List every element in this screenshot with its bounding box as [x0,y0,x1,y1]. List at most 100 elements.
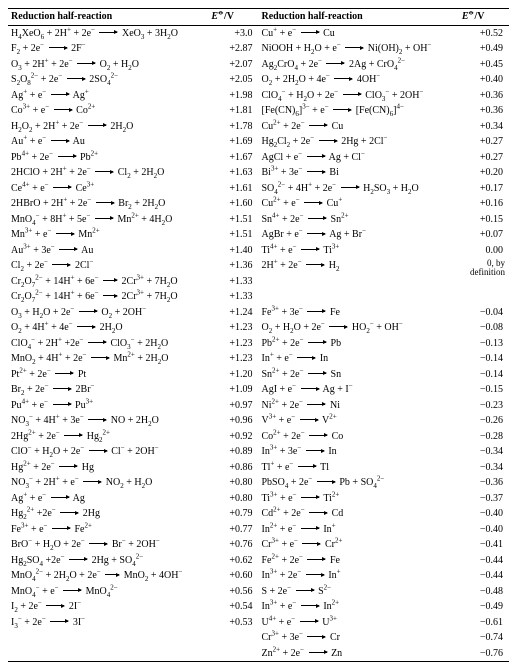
potential-cell: +0.17 [459,181,509,197]
reaction-cell: Au3+ + 3e− Au [8,243,208,259]
potential-cell: +0.53 [208,615,258,631]
potential-cell: −0.26 [459,413,509,429]
potential-cell: +2.07 [208,57,258,73]
potential-cell: +1.23 [208,351,258,367]
potential-cell: +0.60 [208,568,258,584]
reaction-cell: Fe2+ + 2e− Fe [258,553,458,569]
reaction-cell: Au+ + e− Au [8,134,208,150]
reaction-cell: F2 + 2e− 2F− [8,41,208,57]
reaction-cell: Cr2O72− + 14H+ + 6e− 2Cr3+ + 7H2O [8,289,208,305]
reaction-cell: ClO4− + 2H+ +2e− ClO3− + 2H2O [8,336,208,352]
potential-cell: −0.40 [459,522,509,538]
potential-cell: −0.61 [459,615,509,631]
reaction-cell: SO42− + 4H+ + 2e− H2SO3 + H2O [258,181,458,197]
table-row: Au+ + e− Au+1.69Hg2Cl2 + 2e− 2Hg + 2Cl−+… [8,134,509,150]
potential-cell: +0.36 [459,88,509,104]
reaction-cell: PbSO4 + 2e− Pb + SO42− [258,475,458,491]
table-row: Ag+ + e− Ag+0.80Ti3+ + e− Ti2+−0.37 [8,491,509,507]
potential-cell: −0.76 [459,646,509,662]
table-row: Hg2SO4 +2e− 2Hg + SO42−+0.62Fe2+ + 2e− F… [8,553,509,569]
table-row: Hg2+ + 2e− Hg+0.86Tl+ + e− Tl−0.34 [8,460,509,476]
potential-cell: +1.33 [208,289,258,305]
potential-cell: +1.63 [208,165,258,181]
reaction-cell: Cr2O72− + 14H+ + 6e− 2Cr3+ + 7H2O [8,274,208,290]
potential-cell: −0.14 [459,351,509,367]
potential-cell: +1.23 [208,320,258,336]
reaction-cell: S + 2e− S2− [258,584,458,600]
reaction-cell: Hg2SO4 +2e− 2Hg + SO42− [8,553,208,569]
table-row: H2O2 + 2H+ + 2e− 2H2O+1.78Cu2+ + 2e− Cu+… [8,119,509,135]
potential-cell: −0.41 [459,537,509,553]
potential-cell: −0.74 [459,630,509,646]
standard-potentials-table: Reduction half-reaction E⦵/V Reduction h… [8,8,509,662]
table-row: NO3− + 2H+ + e− NO2 + H2O+0.80PbSO4 + 2e… [8,475,509,491]
reaction-cell: NO3− + 4H+ + 3e− NO + 2H2O [8,413,208,429]
reaction-cell: Pb4+ + 2e− Pb2+ [8,150,208,166]
header-reaction-left: Reduction half-reaction [8,9,208,26]
reaction-cell: H2O2 + 2H+ + 2e− 2H2O [8,119,208,135]
reaction-cell: Ag2CrO4 + 2e− 2Ag + CrO42− [258,57,458,73]
table-row: Ag+ + e− Ag++1.98ClO4− + H2O + 2e− ClO3−… [8,88,509,104]
reaction-cell: Hg2Cl2 + 2e− 2Hg + 2Cl− [258,134,458,150]
potential-cell: 0, bydefinition [459,258,509,289]
reaction-cell: MnO4− + e− MnO42− [8,584,208,600]
potential-cell: +0.49 [459,41,509,57]
reaction-cell: O3 + 2H+ + 2e− O2 + H2O [8,57,208,73]
reaction-cell: I2 + 2e− 2I− [8,599,208,615]
potential-cell: +1.81 [208,103,258,119]
potential-cell: +0.16 [459,196,509,212]
potential-cell: +0.27 [459,134,509,150]
potential-cell: −0.34 [459,460,509,476]
reaction-cell: Ni2+ + 2e− Ni [258,398,458,414]
reaction-cell: Co2+ + 2e− Co [258,429,458,445]
potential-cell: −0.36 [459,475,509,491]
table-row: 2HBrO + 2H+ + 2e− Br2 + 2H2O+1.60Cu2+ + … [8,196,509,212]
reaction-cell [258,289,458,305]
potential-cell: +0.92 [208,429,258,445]
table-row: Pt2+ + 2e− Pt+1.20Sn2+ + 2e− Sn−0.14 [8,367,509,383]
potential-cell: −0.04 [459,305,509,321]
potential-cell: +1.67 [208,150,258,166]
table-row: Br2 + 2e− 2Br−+1.09AgI + e− Ag + I−−0.15 [8,382,509,398]
potential-cell: +1.23 [208,336,258,352]
table-row: S2O82− + 2e− 2SO42−+2.05O2 + 2H2O + 4e− … [8,72,509,88]
reaction-cell: Ti4+ + e− Ti3+ [258,243,458,259]
reaction-cell: O2 + H2O + 2e− HO2− + OH− [258,320,458,336]
potential-cell: +0.97 [208,398,258,414]
reaction-cell: ClO4− + H2O + 2e− ClO3− + 2OH− [258,88,458,104]
potential-cell: +0.36 [459,103,509,119]
table-row: I2 + 2e− 2I−+0.54In3+ + e− In2+−0.49 [8,599,509,615]
potential-cell: +0.56 [208,584,258,600]
potential-cell: +1.98 [208,88,258,104]
reaction-cell: Cu2+ + e− Cu+ [258,196,458,212]
potential-cell: +0.27 [459,150,509,166]
reaction-cell [258,274,458,290]
table-row: Pb4+ + 2e− Pb2++1.67AgCl + e− Ag + Cl−+0… [8,150,509,166]
table-row: Zn2+ + 2e− Zn−0.76 [8,646,509,662]
reaction-cell: O2 + 4H+ + 4e− 2H2O [8,320,208,336]
potential-cell: +1.09 [208,382,258,398]
potential-cell: +0.96 [208,413,258,429]
reaction-cell: Bi3+ + 3e− Bi [258,165,458,181]
table-row: O3 + 2H+ + 2e− O2 + H2O+2.07Ag2CrO4 + 2e… [8,57,509,73]
potential-cell: +0.45 [459,57,509,73]
table-row: Pu4+ + e− Pu3++0.97Ni2+ + 2e− Ni−0.23 [8,398,509,414]
potential-cell: −0.48 [459,584,509,600]
potential-cell: +3.0 [208,25,258,41]
potential-cell: +0.79 [208,506,258,522]
potential-cell: +0.52 [459,25,509,41]
table-row: NO3− + 4H+ + 3e− NO + 2H2O+0.96V3+ + e− … [8,413,509,429]
potential-cell: +0.76 [208,537,258,553]
potential-cell: −0.34 [459,444,509,460]
reaction-cell: Br2 + 2e− 2Br− [8,382,208,398]
reaction-cell: V3+ + e− V2+ [258,413,458,429]
potential-cell: +0.89 [208,444,258,460]
reaction-cell: Sn2+ + 2e− Sn [258,367,458,383]
table-row: Hg22+ +2e− 2Hg+0.79Cd2+ + 2e− Cd−0.40 [8,506,509,522]
reaction-cell: Cu2+ + 2e− Cu [258,119,458,135]
reaction-cell: AgBr + e− Ag + Br− [258,227,458,243]
reaction-cell: ClO− + H2O + 2e− Cl− + 2OH− [8,444,208,460]
potential-cell: +2.87 [208,41,258,57]
reaction-cell: Fe3+ + e− Fe2+ [8,522,208,538]
table-row: Au3+ + 3e− Au+1.40Ti4+ + e− Ti3+0.00 [8,243,509,259]
